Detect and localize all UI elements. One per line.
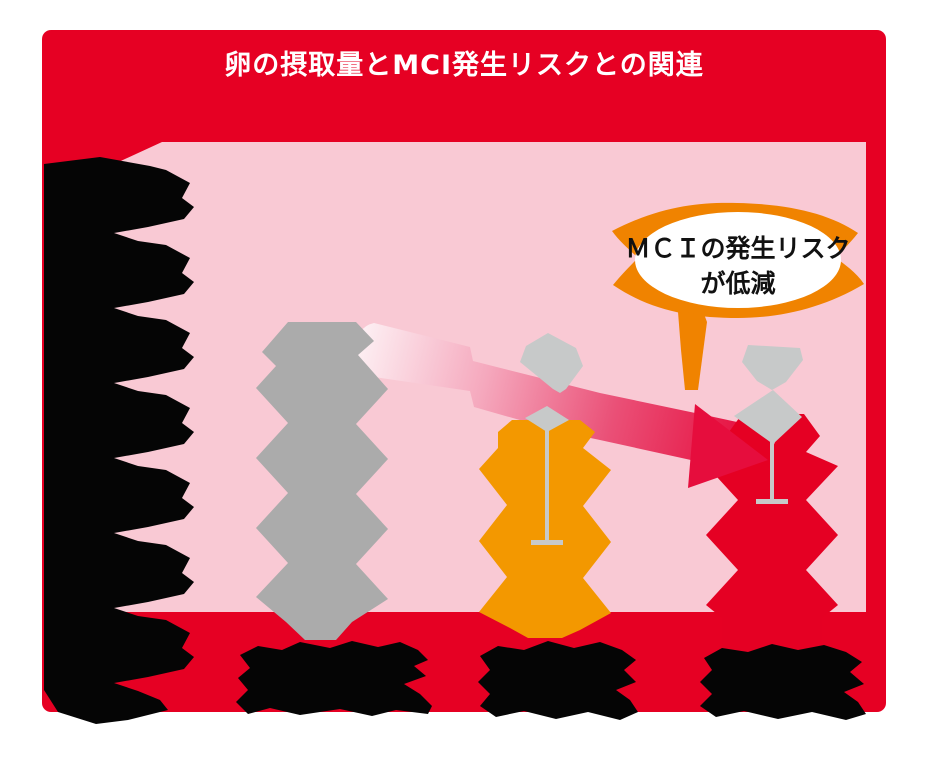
whisker-cap (531, 540, 563, 545)
x-label-blob-3 (700, 644, 866, 720)
whisker-kite-icon (520, 333, 583, 393)
speech-bubble: ＭＣＩの発生リスク が低減 (612, 202, 864, 390)
speech-bubble-text-line1: ＭＣＩの発生リスク (625, 234, 850, 263)
x-label-blob-2 (478, 641, 638, 720)
whisker-kite-icon (742, 345, 803, 390)
trend-arrow-head (688, 404, 768, 488)
whisker-line (545, 428, 549, 543)
y-axis-redacted-blob (44, 157, 194, 724)
x-label-blob-1 (236, 641, 432, 716)
whisker-line (770, 442, 774, 502)
speech-bubble-body (635, 212, 841, 308)
whisker-cap (756, 499, 788, 504)
bar-group-1 (256, 322, 388, 640)
whisker-diamond-icon (525, 406, 569, 432)
speech-bubble-text-line2: が低減 (700, 269, 775, 298)
error-bar-group-2 (520, 333, 583, 545)
whisker-diamond-icon (734, 390, 802, 444)
trend-arrow-band (356, 323, 737, 470)
error-bar-group-3 (734, 345, 803, 504)
speech-bubble-tail (678, 312, 707, 390)
chart-title: 卵の摂取量とMCI発生リスクとの関連 (224, 50, 703, 81)
bar-group-3 (706, 414, 838, 662)
